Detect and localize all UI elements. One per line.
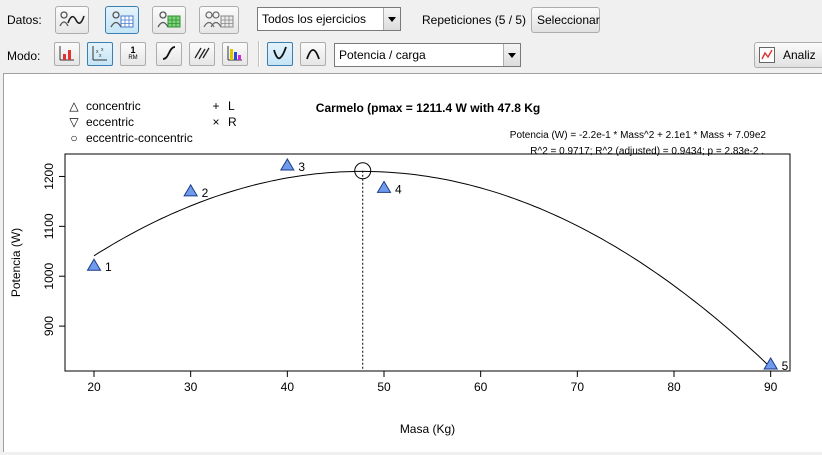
mode-select-value: Potencia / carga	[339, 48, 426, 62]
y-tick-label: 1200	[42, 163, 56, 190]
x-tick-label: 80	[667, 380, 681, 394]
data-point: 1	[86, 258, 112, 274]
modo-label: Modo:	[7, 49, 41, 63]
analyze-chart-icon	[759, 47, 775, 63]
person-table-icon	[109, 10, 135, 31]
data-point: 2	[183, 183, 209, 200]
fit-curve	[93, 170, 772, 368]
chart-legend: △ concentric ▽ eccentric ○ eccentric-concentr…	[69, 99, 237, 145]
exercise-select[interactable]: Todos los ejercicios	[257, 7, 401, 31]
triangle-marker	[86, 258, 102, 271]
data-point: 5	[763, 357, 789, 373]
legend-item: + L	[212, 99, 235, 113]
x-tick-label: 90	[764, 380, 778, 394]
legend-label: concentric	[86, 99, 141, 113]
y-tick-label: 1100	[42, 213, 56, 239]
legend-item: ▽ eccentric	[69, 115, 134, 129]
exercise-select-value: Todos los ejercicios	[262, 12, 367, 26]
point-label: 3	[298, 160, 305, 174]
select-repetitions-button[interactable]: Seleccionar	[531, 7, 600, 33]
person-green-table-icon	[156, 10, 182, 31]
curve-person-icon	[59, 10, 85, 31]
legend-item: × R	[212, 115, 237, 129]
legend-label: L	[228, 99, 235, 113]
chevron-down-icon[interactable]	[383, 8, 400, 30]
y-tick-label: 1000	[42, 263, 56, 290]
legend-item: ○ eccentric-concentric	[70, 131, 192, 145]
color-bars-icon	[227, 45, 243, 64]
data-points: 1 2 3 4 5	[86, 157, 789, 373]
point-label: 1	[105, 260, 112, 274]
legend-symbol: +	[212, 99, 219, 113]
chart-axes: 20 30 40 50 60 70 80 90 900 1000 1100 1200	[42, 163, 778, 394]
mode-bars-button[interactable]	[54, 42, 80, 66]
svg-text:x: x	[99, 53, 102, 59]
fit-equation: Potencia (W) = -2.2e-1 * Mass^2 + 2.1e1 …	[510, 130, 767, 141]
toolbar-separator	[258, 41, 260, 67]
fit-statistics: R^2 = 0.9717; R^2 (adjusted) = 0.9434; p…	[530, 146, 764, 157]
data-curves-button[interactable]	[55, 6, 89, 34]
plot-box	[64, 153, 791, 372]
check-curve-icon	[272, 45, 288, 64]
triangle-marker	[183, 183, 199, 197]
parabola-icon	[305, 45, 321, 64]
x-tick-label: 20	[87, 380, 101, 394]
plot-area: △ concentric ▽ eccentric ○ eccentric-concentr…	[3, 73, 822, 452]
legend-label: eccentric-concentric	[86, 131, 193, 145]
x-tick-label: 60	[474, 380, 488, 394]
data-group-table-button[interactable]	[199, 6, 239, 34]
svg-text:x: x	[101, 47, 104, 53]
data-person-green-table-button[interactable]	[152, 6, 186, 34]
data-point: 3	[279, 157, 305, 174]
rm-icon-text: RM	[128, 55, 138, 61]
x-tick-label: 70	[571, 380, 585, 394]
triangle-marker	[376, 180, 392, 193]
rm-icon-number: 1	[130, 45, 136, 55]
analyze-button-label: Analiz	[783, 48, 816, 62]
mode-select[interactable]: Potencia / carga	[334, 43, 521, 67]
point-label: 5	[782, 359, 789, 373]
legend-symbol: ×	[212, 115, 219, 129]
mode-rm-button[interactable]: 1 RM	[120, 42, 146, 66]
y-tick-label: 900	[42, 316, 56, 336]
analyze-button[interactable]: Analiz	[754, 42, 822, 68]
bar-chart-red-icon	[59, 45, 75, 64]
chevron-down-icon[interactable]	[503, 44, 520, 66]
sigmoid-curve-icon	[161, 45, 177, 64]
point-label: 4	[395, 182, 402, 196]
chart-title: Carmelo (pmax = 1211.4 W with 47.8 Kg	[316, 101, 540, 115]
mode-parabola-button[interactable]	[300, 42, 326, 66]
mode-check-curve-button[interactable]	[267, 42, 293, 66]
legend-symbol: ○	[70, 131, 77, 145]
x-tick-label: 30	[184, 380, 198, 394]
svg-text:x: x	[96, 49, 99, 55]
double-lines-icon	[194, 45, 210, 64]
power-load-chart: △ concentric ▽ eccentric ○ eccentric-concentr…	[9, 99, 791, 436]
mode-sigmoid-button[interactable]	[156, 42, 182, 66]
point-label: 2	[202, 186, 209, 200]
y-axis-label: Potencia (W)	[9, 228, 23, 297]
legend-symbol: △	[69, 99, 79, 113]
data-person-table-button[interactable]	[105, 6, 139, 34]
legend-label: R	[228, 115, 237, 129]
repetitions-label: Repeticiones (5 / 5)	[422, 13, 527, 27]
data-point: 4	[376, 180, 402, 196]
legend-symbol: ▽	[69, 115, 79, 129]
x-tick-label: 50	[377, 380, 391, 394]
mode-multi-lines-button[interactable]	[189, 42, 215, 66]
x-tick-label: 40	[281, 380, 295, 394]
group-table-icon	[203, 10, 235, 31]
datos-label: Datos:	[7, 13, 42, 27]
datos-toolbar: Datos: Todos los ejercicios Repeticiones…	[0, 4, 822, 38]
x-axis-label: Masa (Kg)	[400, 422, 455, 436]
mode-color-bars-button[interactable]	[222, 42, 248, 66]
legend-item: △ concentric	[69, 99, 140, 113]
triangle-marker	[763, 357, 779, 370]
legend-label: eccentric	[86, 115, 134, 129]
triangle-marker	[279, 157, 295, 171]
pmax-marker	[354, 162, 372, 180]
